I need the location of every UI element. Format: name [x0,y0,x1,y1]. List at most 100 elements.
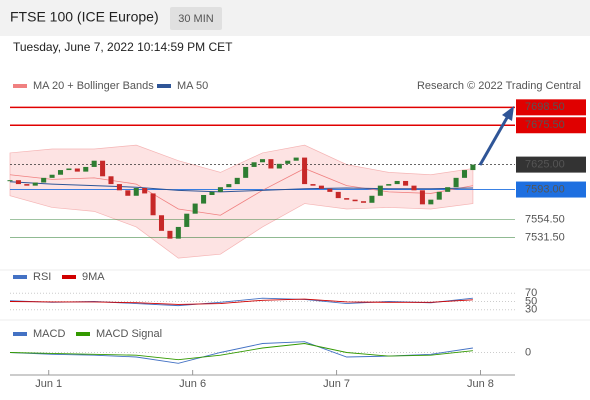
timestamp: Tuesday, June 7, 2022 10:14:59 PM CET [13,40,233,54]
legend-label: MA 50 [177,80,208,92]
candle [335,191,341,199]
candle [41,177,47,183]
candle [377,185,383,196]
candle [217,187,223,192]
level-box [516,181,586,198]
candle [108,176,114,185]
legend-label: RSI [33,271,51,283]
candle [184,213,190,227]
interval[interactable]: 30 MIN [178,13,214,25]
candle [49,174,55,178]
candle [226,184,232,188]
candle [74,168,80,172]
candle [24,184,30,186]
candle [276,163,282,169]
candle [125,190,131,196]
level-label: 7554.50 [525,213,565,225]
level-label: 7675.50 [525,119,565,131]
candle [360,201,367,203]
ma20-line [9,168,473,216]
forecast-arrow [478,115,510,166]
legend-label: MA 20 + Bollinger Bands [33,80,154,92]
candle [175,226,181,239]
candle [428,199,434,205]
level-label: 7593.00 [525,183,565,195]
candle [268,159,274,169]
candle [116,184,122,191]
candle [100,160,106,177]
candle [243,166,249,178]
candle [142,187,148,194]
candle [310,184,316,186]
x-tick-label: Jun 6 [179,378,206,390]
candle [386,184,392,186]
title-bar [0,0,590,36]
level-label: 7698.50 [525,101,565,113]
candle [32,182,38,186]
candle [91,160,97,167]
level-label: 7625.00 [525,159,565,171]
candle [167,230,173,239]
legend-swatch [13,275,27,279]
candle [403,180,409,186]
candle [344,198,350,200]
candle [419,190,425,205]
y-tick-label: 30 [525,304,537,316]
level-box [516,99,586,116]
candle [285,160,291,164]
candle [436,191,442,200]
arrow-head [502,106,514,121]
legend-swatch [76,332,90,336]
legend-swatch [62,275,76,279]
candle [83,166,89,172]
x-tick-label: Jun 7 [323,378,350,390]
legend-swatch [13,332,27,336]
candle [192,203,198,214]
y-tick-label: 50 [525,295,537,307]
legend-label: MACD [33,328,65,340]
candle [453,177,459,188]
candle [293,157,299,161]
title: FTSE 100 (ICE Europe) [10,9,159,25]
candle [133,187,139,196]
legend-label: MACD Signal [96,328,162,340]
bollinger-band [9,144,474,259]
source: Research © 2022 Trading Central [417,80,581,92]
candle [369,195,375,203]
y-tick-label: 0 [525,346,531,358]
candle [352,199,358,202]
candle [234,177,240,185]
interval-badge[interactable] [170,7,222,30]
candle [251,162,257,167]
legend-label: 9MA [82,271,105,283]
legend-swatch [157,84,171,88]
candle [57,170,64,175]
candle [201,194,207,204]
candle [318,185,324,189]
candle [150,193,156,216]
x-tick-label: Jun 1 [35,378,62,390]
candle [461,170,468,178]
candle [445,187,451,192]
indicator-line [9,343,473,361]
candle [327,188,333,192]
candle [259,159,266,163]
candle [470,164,476,171]
candle [66,168,72,171]
candle [302,157,308,185]
level-box [516,117,586,134]
candle [15,180,21,185]
indicator-line [9,298,473,305]
candle [209,191,215,195]
candle [158,215,165,231]
candle [411,185,417,191]
x-tick-label: Jun 8 [467,378,494,390]
candle [394,180,400,185]
ma50-line [9,181,473,193]
level-label: 7531.50 [525,231,565,243]
candle [7,180,13,182]
y-tick-label: 70 [525,287,537,299]
legend-swatch [13,84,27,88]
level-box [516,156,586,173]
